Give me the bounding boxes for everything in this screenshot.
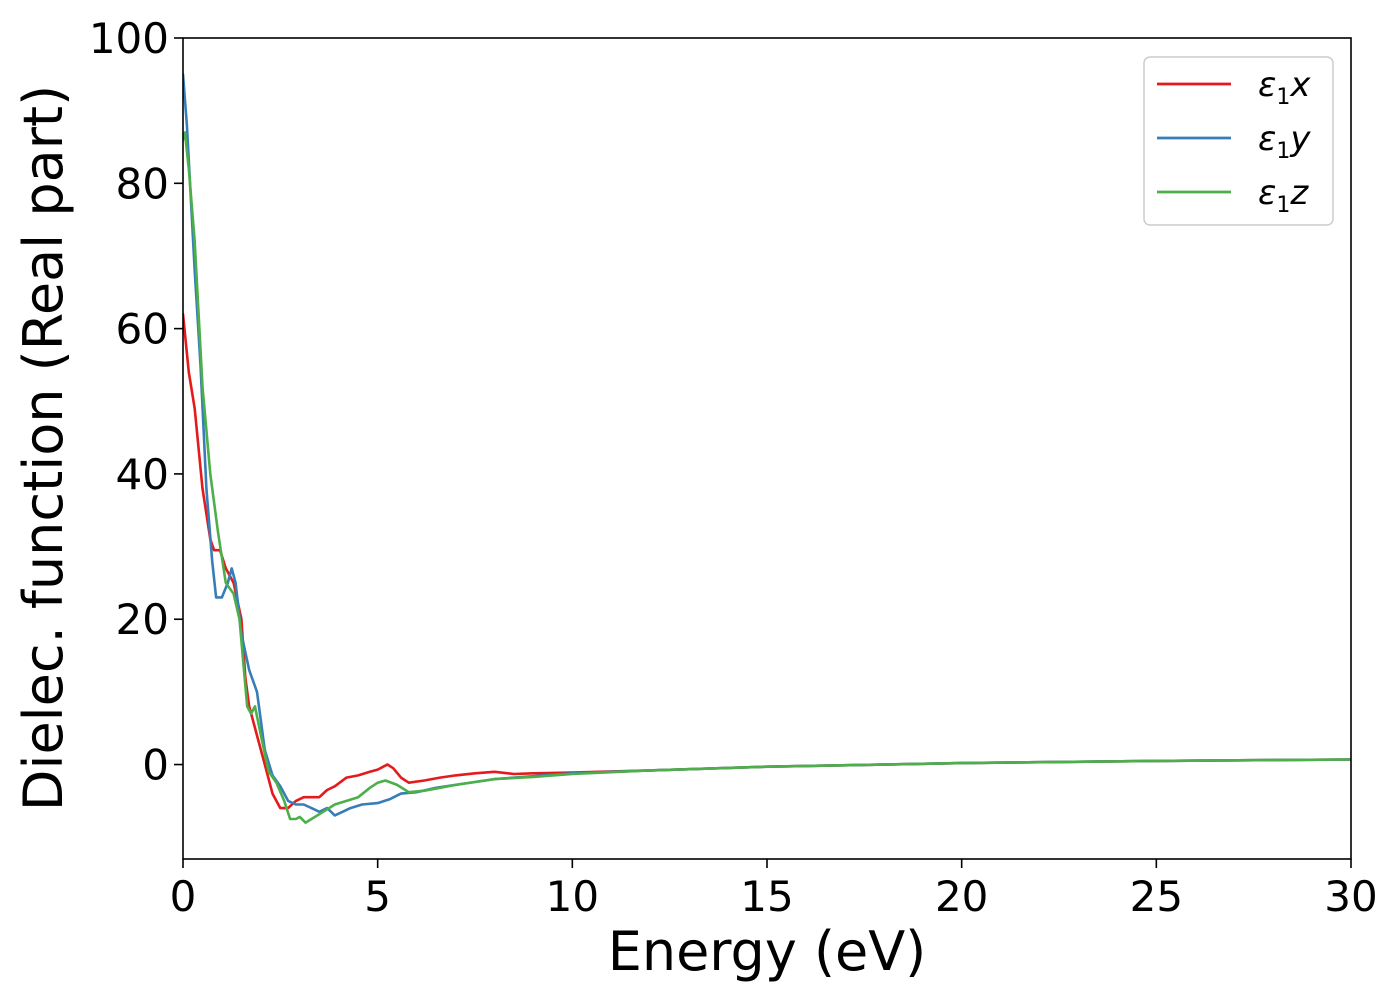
y-axis-label: Dielec. function (Real part)	[12, 85, 75, 811]
series-line-z	[183, 131, 1351, 824]
x-tick-label: 30	[1324, 872, 1377, 921]
x-tick-label: 5	[364, 872, 391, 921]
y-tick-label: 60	[116, 305, 169, 354]
y-tick-label: 20	[116, 595, 169, 644]
x-tick-label: 25	[1130, 872, 1183, 921]
x-tick-label: 10	[546, 872, 599, 921]
y-tick-label: 100	[89, 14, 169, 63]
x-tick-label: 0	[170, 872, 197, 921]
legend-box	[1143, 56, 1334, 226]
y-axis: 0 20 40 60 80 100	[89, 14, 183, 790]
series-line-x	[183, 312, 1351, 810]
legend: ε1x ε1y ε1z	[1143, 56, 1334, 226]
series-layer	[183, 73, 1351, 824]
y-tick-label: 40	[116, 450, 169, 499]
y-tick-label: 0	[142, 741, 169, 790]
x-tick-label: 20	[935, 872, 988, 921]
x-axis: 0 5 10 15 20 25 30	[170, 859, 1378, 921]
x-axis-label: Energy (eV)	[608, 920, 927, 983]
y-tick-label: 80	[116, 159, 169, 208]
legend-label-z: ε1z	[1258, 173, 1309, 218]
legend-label-y: ε1y	[1258, 119, 1311, 164]
legend-label-x: ε1x	[1258, 65, 1311, 110]
x-tick-label: 15	[740, 872, 793, 921]
